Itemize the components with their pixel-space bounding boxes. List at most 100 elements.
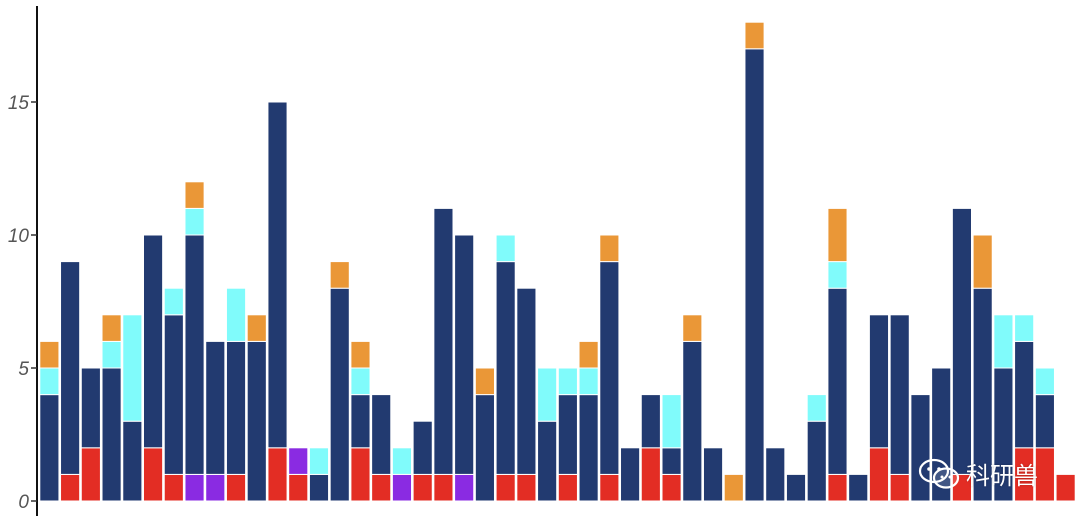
bar-segment-21-2 (474, 394, 495, 502)
bar-segment-30-3 (661, 394, 682, 449)
bar-segment-12-1 (288, 447, 309, 475)
bar-segment-34-4 (744, 21, 765, 50)
bar-segment-21-4 (474, 367, 495, 396)
bar-segment-29-0 (640, 447, 661, 502)
bar-segment-9-3 (225, 287, 247, 342)
bar-segment-24-2 (537, 420, 558, 502)
bar-segment-7-1 (184, 473, 205, 502)
bar-segment-18-0 (412, 473, 433, 502)
bar-segment-11-0 (267, 447, 288, 502)
bar-segment-24-3 (537, 367, 558, 422)
bar-segment-17-3 (391, 447, 413, 475)
bar-segment-2-0 (80, 447, 101, 502)
bar-segment-31-4 (682, 314, 703, 342)
bar-segment-35-2 (765, 447, 786, 502)
bar-segment-5-0 (143, 447, 164, 502)
bar-segment-27-4 (599, 234, 620, 263)
bar-segment-6-0 (163, 473, 184, 502)
bar-segment-16-0 (371, 473, 392, 502)
y-tick-label: 5 (18, 359, 29, 380)
bar-segment-5-2 (143, 234, 164, 449)
bar-segment-3-4 (101, 314, 122, 342)
bar-segment-0-2 (39, 394, 60, 502)
bar-segment-4-2 (122, 420, 143, 502)
y-tick-label: 0 (18, 492, 29, 513)
bar-segment-8-2 (205, 340, 226, 475)
bar-segment-7-4 (184, 181, 205, 209)
bar-segment-22-0 (495, 473, 516, 502)
bar-segment-13-3 (308, 447, 330, 475)
bar-segment-15-4 (350, 340, 371, 369)
bar-segment-27-0 (599, 473, 620, 502)
bar-segment-10-4 (246, 314, 267, 342)
bar-segment-48-0 (1034, 447, 1055, 502)
y-tick-label: 15 (8, 93, 30, 114)
bar-segment-6-3 (163, 287, 184, 316)
bar-segment-9-0 (225, 473, 247, 502)
wechat-icon (918, 458, 960, 489)
bar-segment-15-2 (350, 394, 371, 449)
bar-segment-26-4 (578, 340, 599, 369)
bar-segment-14-4 (329, 261, 350, 289)
bar-segment-37-3 (806, 394, 827, 422)
bar-segment-1-2 (60, 261, 81, 475)
bar-segment-16-2 (371, 394, 392, 475)
bar-segment-10-2 (246, 340, 267, 502)
bar-segment-49-0 (1055, 473, 1076, 502)
bar-segment-25-2 (557, 394, 578, 475)
bar-segment-42-2 (910, 394, 931, 502)
bar-segment-44-2 (951, 207, 972, 475)
bar-segment-25-3 (557, 367, 578, 396)
y-ticks: 0 5 10 15 (8, 93, 37, 513)
bar-segment-39-2 (848, 473, 869, 502)
bar-segment-28-2 (620, 447, 641, 502)
bar-segment-46-3 (993, 314, 1014, 369)
bar-segment-36-2 (785, 473, 807, 502)
bar-segment-3-2 (101, 367, 122, 502)
bar-segment-18-2 (412, 420, 433, 475)
bar-segment-9-2 (225, 340, 247, 475)
bar-segment-6-2 (163, 314, 184, 475)
bar-segment-26-3 (578, 367, 599, 396)
bar-segment-19-2 (433, 207, 454, 475)
bar-segment-47-3 (1014, 314, 1035, 342)
bar-segment-19-0 (433, 473, 454, 502)
bar-segment-7-3 (184, 207, 205, 236)
bar-segment-41-0 (889, 473, 910, 502)
bar-segment-38-3 (827, 261, 848, 289)
bar-segment-11-2 (267, 101, 288, 449)
bar-segment-17-1 (391, 473, 413, 502)
bar-segment-2-2 (80, 367, 101, 449)
bar-segment-23-2 (516, 287, 537, 475)
bar-segment-47-2 (1014, 340, 1035, 449)
bar-segment-0-3 (39, 367, 60, 396)
bar-segment-22-3 (495, 234, 516, 263)
bar-segment-1-0 (60, 473, 81, 502)
bar-segment-26-2 (578, 394, 599, 502)
bar-segment-13-2 (308, 473, 330, 502)
bar-segment-27-2 (599, 261, 620, 475)
bar-segment-8-1 (205, 473, 226, 502)
bar-segment-15-0 (350, 447, 371, 502)
bar-segment-12-0 (288, 473, 309, 502)
bar-segment-48-3 (1034, 367, 1055, 396)
bar-segment-20-2 (454, 234, 475, 475)
watermark: 科研兽 (918, 456, 1038, 491)
bar-segment-41-2 (889, 314, 910, 475)
bar-segment-23-0 (516, 473, 537, 502)
bar-segment-30-0 (661, 473, 682, 502)
bar-segment-29-2 (640, 394, 661, 449)
bar-segment-37-2 (806, 420, 827, 502)
bar-segment-45-4 (972, 234, 993, 289)
bar-segment-38-2 (827, 287, 848, 475)
bar-segment-14-2 (329, 287, 350, 502)
bar-segment-3-3 (101, 340, 122, 369)
bar-segment-0-4 (39, 340, 60, 369)
bar-segment-34-2 (744, 48, 765, 502)
bar-segment-32-2 (702, 447, 724, 502)
bar-segment-40-2 (868, 314, 890, 449)
bar-segment-33-4 (723, 473, 744, 502)
bar-segment-30-2 (661, 447, 682, 475)
bar-segment-31-2 (682, 340, 703, 502)
